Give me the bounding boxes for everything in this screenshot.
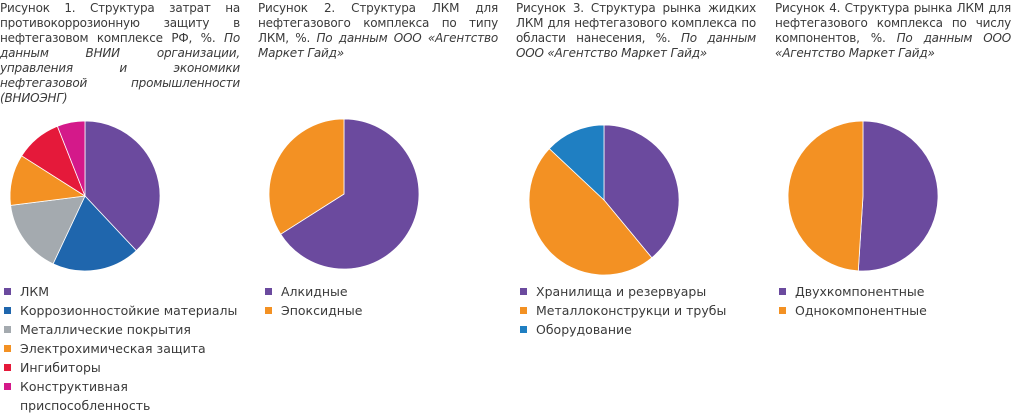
legend-item: Двухкомпонентные <box>777 282 927 301</box>
pie-chart <box>268 118 420 270</box>
figure-1: Рисунок 1. Структура затрат на противоко… <box>0 0 240 416</box>
legend-label: Металлические покрытия <box>20 322 191 337</box>
legend-item: Эпоксидные <box>263 301 362 320</box>
caption-text: Рисунок 3. Структура рынка жидких ЛКМ дл… <box>516 1 756 45</box>
legend-label: Двухкомпонентные <box>795 284 925 299</box>
legend-label: Оборудование <box>536 322 632 337</box>
legend-swatch <box>4 288 11 295</box>
caption-source: По данным ООО «Агентство Маркет Гайд» <box>775 31 1011 60</box>
chart-legend: Хранилища и резервуары Металлоконструкци … <box>518 282 726 339</box>
legend-item: Однокомпонентные <box>777 301 927 320</box>
legend-swatch <box>779 288 786 295</box>
legend-label: ЛКМ <box>20 284 50 299</box>
legend-item: Электрохимическая защита <box>2 339 240 358</box>
pie-chart <box>528 124 680 276</box>
legend-swatch <box>520 307 527 314</box>
legend-item: Оборудование <box>518 320 726 339</box>
pie-slice-2 <box>52 195 137 272</box>
figure-4: Рисунок 4. Структура рынка ЛКМ для нефте… <box>775 0 1011 416</box>
legend-swatch <box>4 383 11 390</box>
pie-chart <box>787 120 939 272</box>
legend-item: ЛКМ <box>2 282 240 301</box>
legend-label: Ингибиторы <box>20 360 101 375</box>
figure-2: Рисунок 2. Структура ЛКМ для нефтегазово… <box>258 0 498 416</box>
pie-slice-6 <box>56 120 86 197</box>
legend-label: Однокомпонентные <box>795 303 927 318</box>
legend-swatch <box>520 288 527 295</box>
pie-slice-1 <box>280 118 420 270</box>
legend-label: Конструктивная приспособленность <box>20 379 151 413</box>
legend-swatch <box>4 326 11 333</box>
pie-slice-1 <box>84 120 161 252</box>
legend-label: Алкидные <box>281 284 348 299</box>
pie-slice-1 <box>603 124 680 259</box>
pie-chart <box>9 120 161 272</box>
pie-slice-1 <box>857 120 939 272</box>
pie-slice-3 <box>10 195 86 265</box>
chart-legend: Алкидные Эпоксидные <box>263 282 362 320</box>
legend-swatch <box>265 288 272 295</box>
legend-label: Коррозионностойкие материалы <box>20 303 238 318</box>
figure-caption: Рисунок 3. Структура рынка жидких ЛКМ дл… <box>516 1 756 61</box>
legend-item: Коррозионностойкие материалы <box>2 301 240 320</box>
caption-source: По данным ООО «Агентство Маркет Гайд» <box>258 31 498 60</box>
caption-source: По данным ООО «Агентство Маркет Гайд» <box>516 31 757 60</box>
legend-label: Эпоксидные <box>281 303 363 318</box>
legend-item: Металлические покрытия <box>2 320 240 339</box>
figure-3: Рисунок 3. Структура рынка жидких ЛКМ дл… <box>516 0 756 416</box>
figure-caption: Рисунок 2. Структура ЛКМ для нефтегазово… <box>258 1 498 61</box>
caption-source: По данным ВНИИ организации, управления и… <box>0 31 240 105</box>
chart-legend: ЛКМ Коррозионностойкие материалы Металличе… <box>2 282 240 415</box>
caption-text: Рисунок 2. Структура ЛКМ для нефтегазово… <box>258 1 498 45</box>
legend-label: Металлоконструкци и трубы <box>536 303 727 318</box>
legend-swatch <box>4 364 11 371</box>
legend-label: Хранилища и резервуары <box>536 284 707 299</box>
legend-swatch <box>4 307 11 314</box>
legend-label: Электрохимическая защита <box>20 341 206 356</box>
legend-item: Металлоконструкци и трубы <box>518 301 726 320</box>
figure-caption: Рисунок 1. Структура затрат на противоко… <box>0 1 240 106</box>
legend-item: Алкидные <box>263 282 362 301</box>
legend-swatch <box>4 345 11 352</box>
legend-item: Конструктивная приспособленность <box>2 377 240 415</box>
legend-item: Ингибиторы <box>2 358 240 377</box>
chart-legend: Двухкомпонентные Однокомпонентные <box>777 282 927 320</box>
caption-text: Рисунок 4. Структура рынка ЛКМ для нефте… <box>775 1 1011 45</box>
pie-slice-2 <box>268 118 345 235</box>
pie-slice-3 <box>548 124 605 201</box>
pie-slice-2 <box>528 148 653 276</box>
caption-text: Рисунок 1. Структура затрат на противоко… <box>0 1 240 45</box>
pie-slice-2 <box>787 120 864 272</box>
legend-swatch <box>520 326 527 333</box>
legend-item: Хранилища и резервуары <box>518 282 726 301</box>
legend-swatch <box>265 307 272 314</box>
legend-swatch <box>779 307 786 314</box>
figure-caption: Рисунок 4. Структура рынка ЛКМ для нефте… <box>775 1 1011 61</box>
